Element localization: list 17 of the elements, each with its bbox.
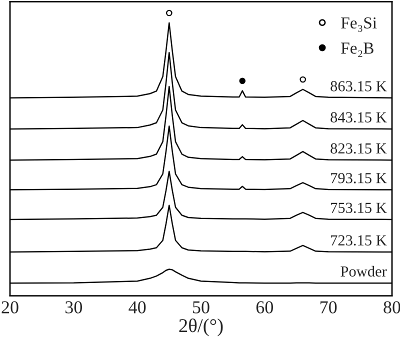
- series-label: 753.15 K: [331, 202, 387, 214]
- legend-label: Fe₂B: [341, 42, 374, 57]
- series-label: 863.15 K: [330, 81, 387, 92]
- legend-label: Fe₃Si: [341, 17, 377, 32]
- x-tick-label: 20: [2, 301, 18, 314]
- x-tick-label: 80: [384, 301, 400, 314]
- series-label: 843.15 K: [330, 112, 387, 123]
- x-tick-label: 40: [128, 301, 146, 314]
- series-label: 793.15 K: [331, 173, 387, 184]
- x-axis-title: 2θ/(°): [179, 318, 223, 336]
- x-tick-label: 60: [256, 301, 274, 314]
- series-label: Powder: [340, 266, 387, 277]
- x-tick-label: 50: [193, 301, 210, 314]
- x-tick-label: 70: [320, 301, 337, 314]
- series-label: 823.15 K: [330, 143, 387, 154]
- series-label: 723.15 K: [331, 235, 387, 246]
- x-tick-label: 30: [66, 301, 82, 314]
